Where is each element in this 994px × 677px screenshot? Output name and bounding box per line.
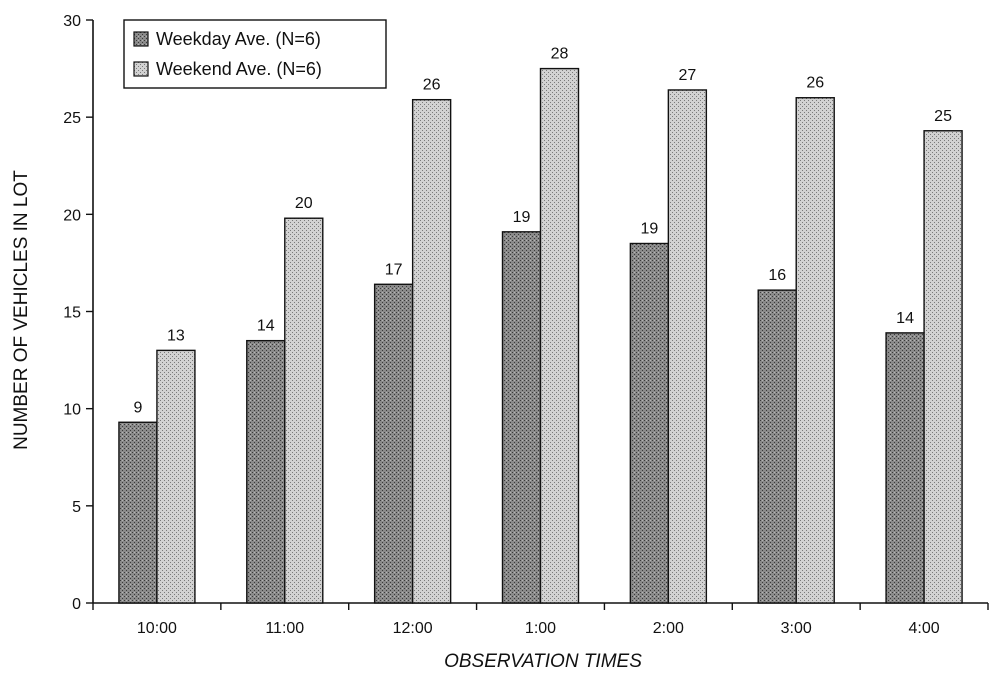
bar-weekday — [373, 283, 414, 604]
x-tick-label: 2:00 — [653, 620, 684, 637]
y-tick-label: 30 — [63, 13, 81, 30]
data-label-weekend: 28 — [551, 46, 569, 63]
x-tick-label: 12:00 — [393, 620, 433, 637]
data-label-weekday: 14 — [896, 310, 914, 327]
data-label-weekday: 9 — [133, 399, 142, 416]
data-label-weekday: 16 — [768, 267, 786, 284]
data-label-weekend: 26 — [806, 75, 824, 92]
y-tick-label: 25 — [63, 110, 81, 127]
bar-weekday — [757, 289, 797, 604]
bar-weekday — [629, 242, 670, 604]
data-label-weekday: 19 — [640, 220, 658, 237]
data-label-weekend: 27 — [678, 67, 696, 84]
bar-weekday — [501, 231, 542, 604]
x-tick-label: 3:00 — [781, 620, 812, 637]
legend-label-weekday: Weekday Ave. (N=6) — [156, 29, 321, 49]
bar-weekend — [667, 89, 708, 604]
bar-weekday — [118, 421, 158, 604]
y-tick-label: 20 — [63, 207, 81, 224]
x-tick-label: 11:00 — [265, 620, 304, 637]
x-axis-title: OBSERVATION TIMES — [444, 651, 642, 672]
legend-swatch-weekend — [133, 61, 149, 77]
legend-swatch-weekday — [133, 31, 149, 47]
x-tick-label: 4:00 — [909, 620, 940, 637]
data-label-weekend: 25 — [934, 108, 952, 125]
plot-area: 0 5 10 15 20 25 30 10:00 9 13 11:00 14 20 12:00 17 26 1:… — [63, 13, 989, 637]
y-tick-label: 10 — [63, 402, 81, 419]
bar-weekend — [923, 130, 963, 604]
x-tick-label: 10:00 — [137, 620, 177, 637]
y-axis-title: NUMBER OF VEHICLES IN LOT — [11, 170, 32, 450]
bar-weekday — [246, 339, 286, 604]
bar-weekend — [411, 98, 452, 604]
legend: Weekday Ave. (N=6) Weekend Ave. (N=6) — [123, 19, 387, 89]
data-label-weekday: 14 — [257, 318, 275, 335]
bar-weekend — [539, 67, 580, 604]
y-tick-label: 5 — [72, 499, 81, 516]
data-label-weekend: 13 — [167, 327, 185, 344]
x-tick-label: 1:00 — [525, 620, 556, 637]
data-label-weekday: 17 — [385, 261, 403, 278]
legend-label-weekend: Weekend Ave. (N=6) — [156, 59, 322, 79]
bar-weekend — [156, 349, 196, 604]
bar-weekend — [284, 217, 324, 604]
data-label-weekday: 19 — [513, 209, 531, 226]
y-tick-label: 0 — [72, 596, 81, 613]
y-tick-label: 15 — [63, 305, 81, 322]
legend-box — [123, 19, 387, 89]
bar-weekday — [885, 332, 925, 604]
data-label-weekend: 26 — [423, 77, 441, 94]
data-label-weekend: 20 — [295, 195, 313, 212]
bar-weekend — [795, 97, 835, 604]
